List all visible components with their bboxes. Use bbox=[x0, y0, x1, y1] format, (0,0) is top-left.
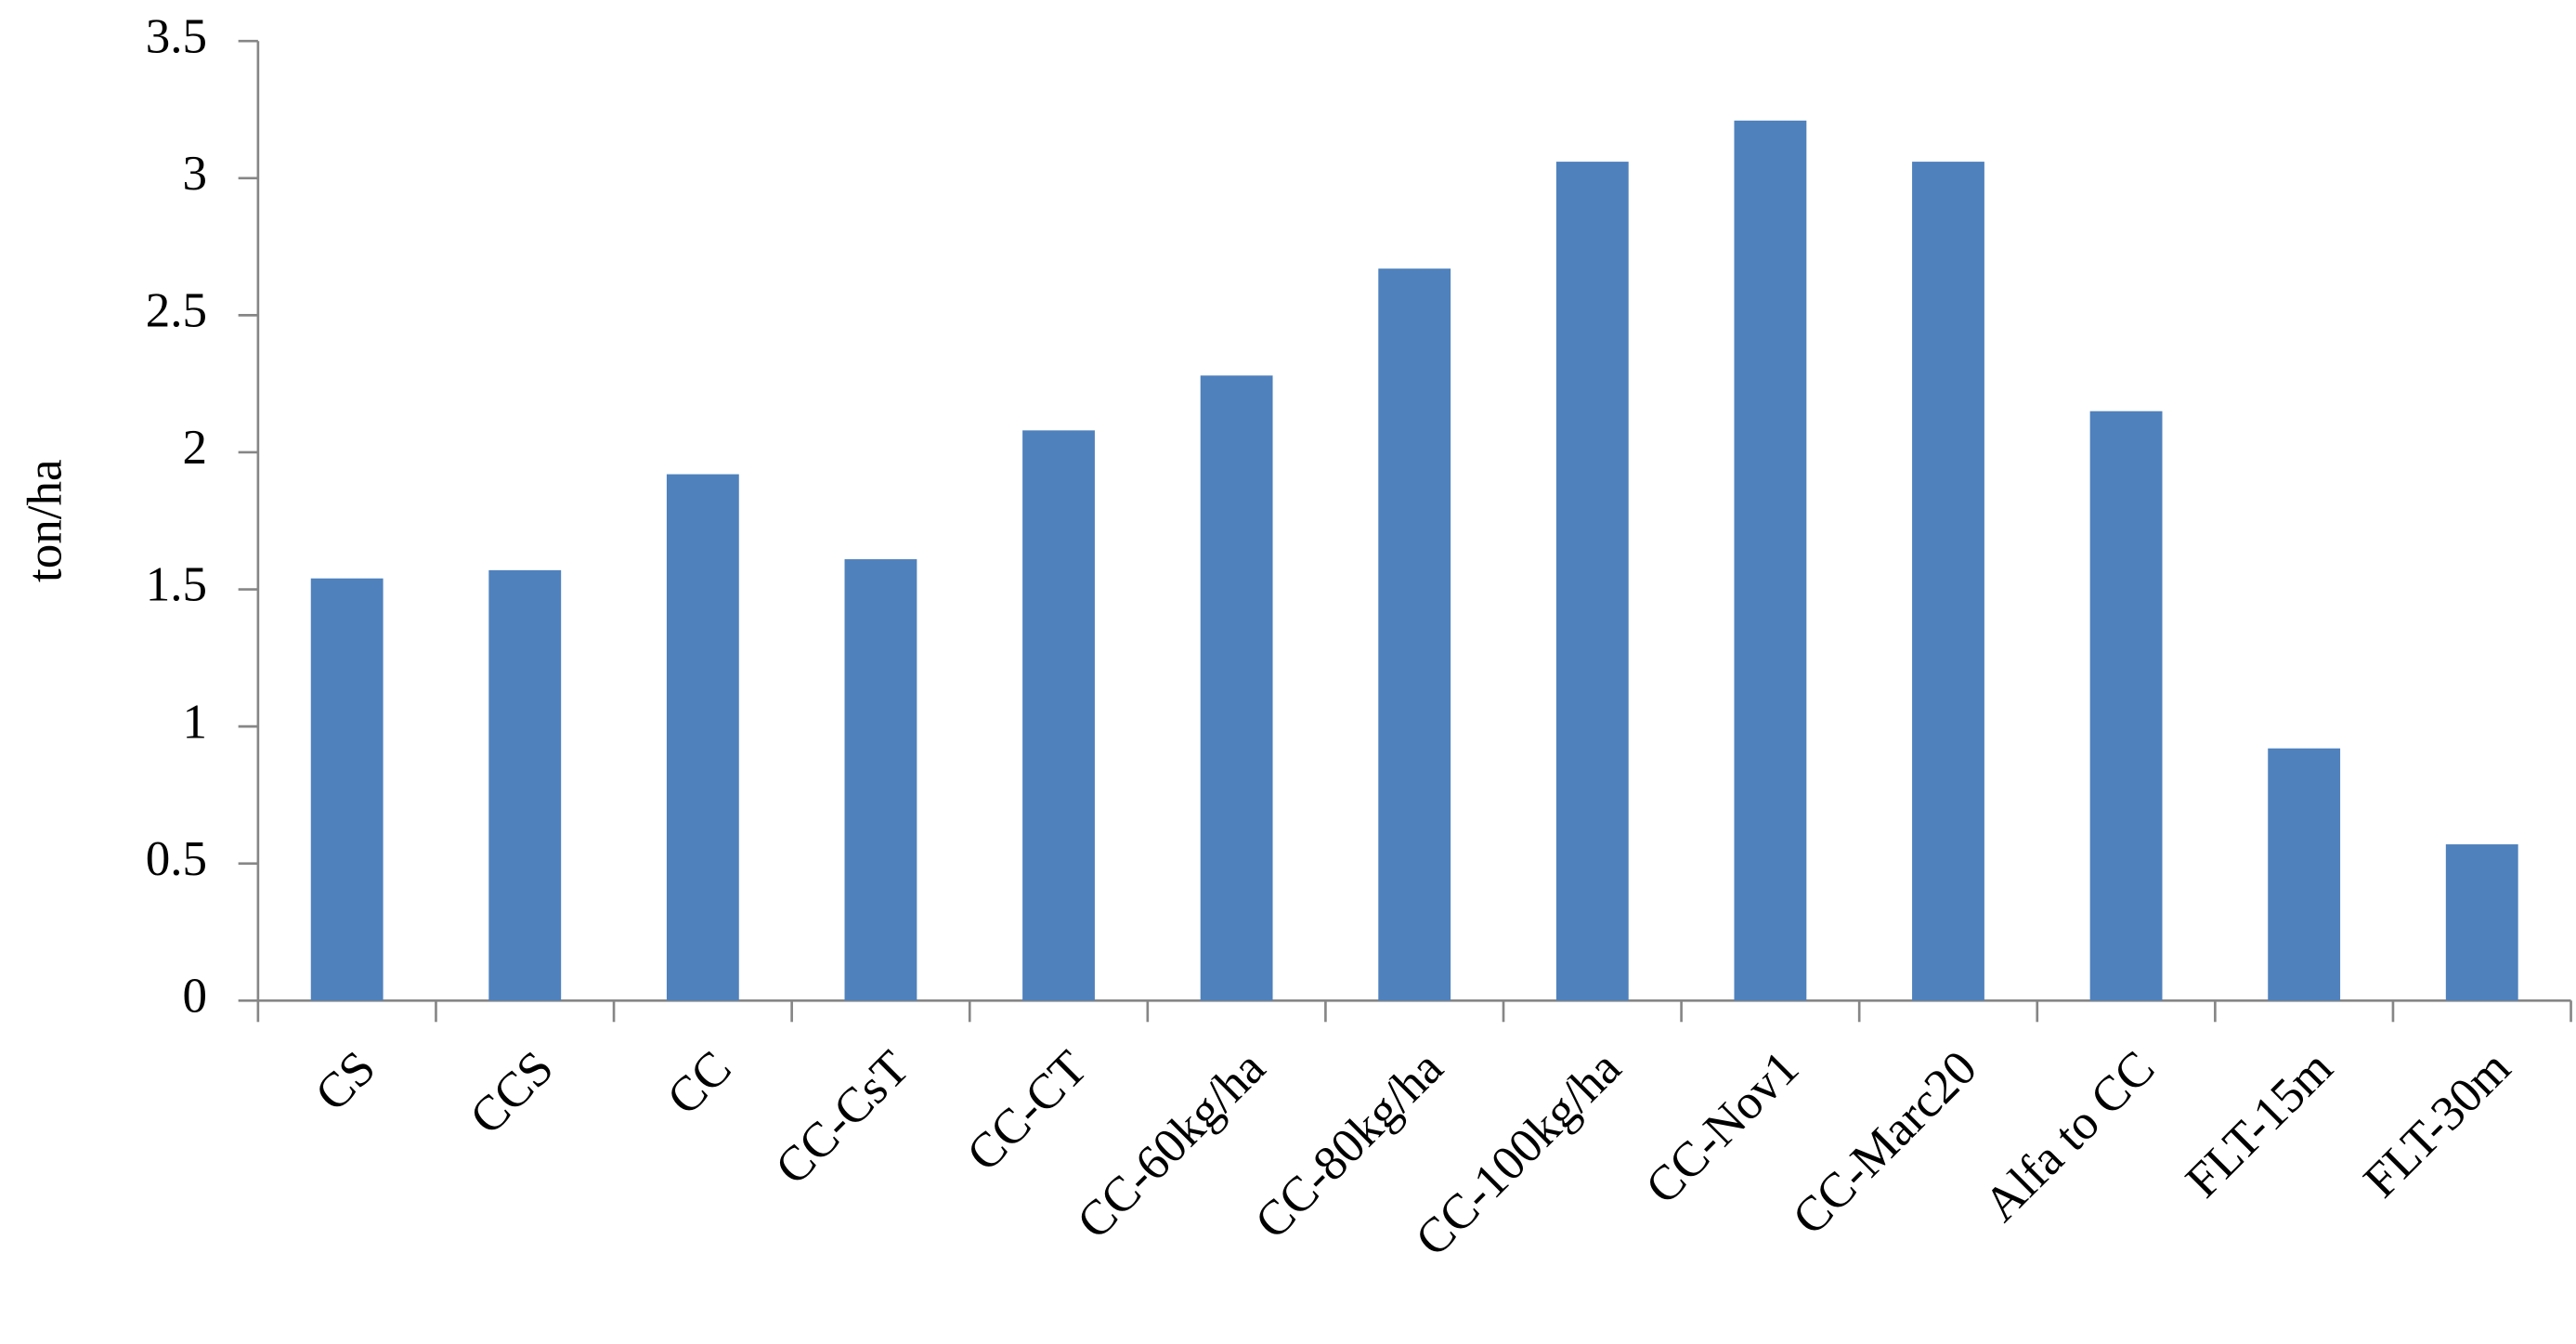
y-tick-label: 1.5 bbox=[146, 558, 207, 612]
y-tick-label: 3 bbox=[183, 147, 208, 201]
y-axis-label: ton/ha bbox=[18, 459, 72, 582]
bar bbox=[1734, 120, 1807, 1001]
x-tick-label: CC-CsT bbox=[765, 1041, 919, 1195]
x-tick-label: CC bbox=[657, 1041, 742, 1126]
x-tick-label: CS bbox=[306, 1041, 386, 1122]
y-tick-label: 1 bbox=[183, 695, 208, 749]
x-tick-label: CC-60kg/ha bbox=[1067, 1041, 1275, 1249]
bar bbox=[488, 569, 562, 1001]
y-tick-label: 0 bbox=[183, 969, 208, 1023]
bar bbox=[1912, 162, 1984, 1001]
bar bbox=[844, 559, 917, 1001]
bar bbox=[2445, 844, 2518, 1001]
y-tick-label: 2 bbox=[183, 421, 208, 475]
x-tick-label: CC-CT bbox=[956, 1041, 1097, 1181]
bar bbox=[666, 474, 739, 1001]
x-tick-label: FLT-15m bbox=[2176, 1041, 2343, 1208]
bar bbox=[310, 578, 384, 1001]
y-tick-label: 2.5 bbox=[146, 284, 207, 338]
bar bbox=[1555, 162, 1629, 1001]
bar bbox=[2089, 411, 2163, 1001]
x-tick-label: Alfa to CC bbox=[1974, 1041, 2166, 1233]
y-tick-label: 0.5 bbox=[146, 832, 207, 886]
bar bbox=[1200, 375, 1273, 1001]
x-tick-label: FLT-30m bbox=[2354, 1041, 2521, 1208]
bar bbox=[2268, 748, 2341, 1001]
bar bbox=[1378, 268, 1451, 1001]
x-tick-label: CCS bbox=[460, 1041, 564, 1145]
x-tick-label: CC-Marc20 bbox=[1783, 1041, 1987, 1246]
bar bbox=[1022, 430, 1095, 1001]
x-tick-label: CC-Nov1 bbox=[1635, 1041, 1809, 1215]
y-tick-label: 3.5 bbox=[146, 9, 207, 63]
